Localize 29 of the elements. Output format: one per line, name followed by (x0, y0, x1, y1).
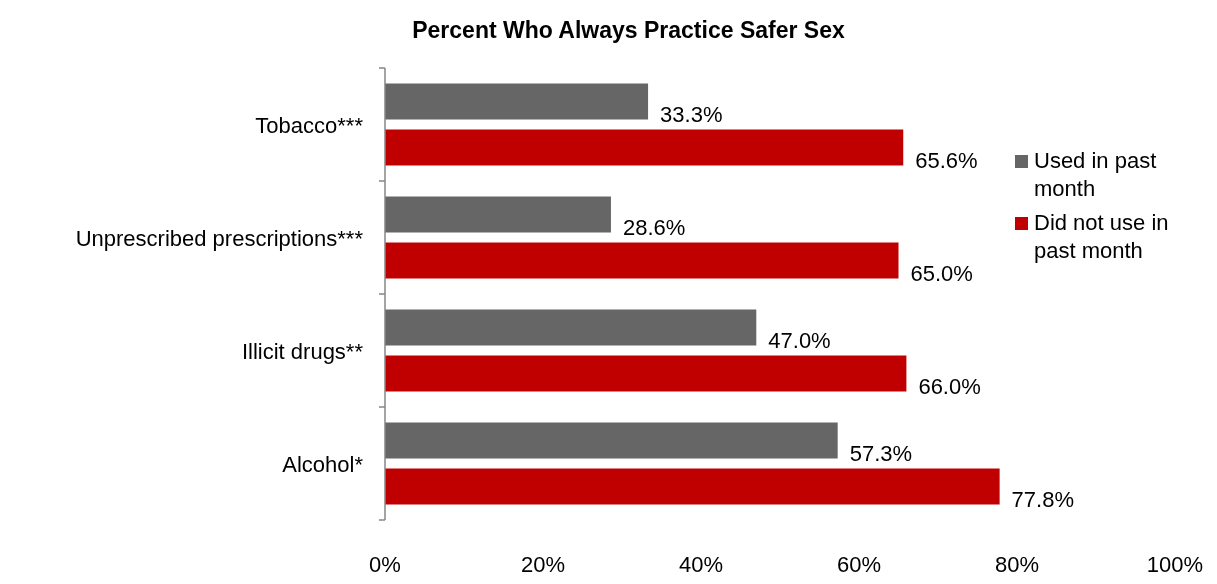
bar (385, 422, 838, 459)
data-label: 65.0% (910, 260, 973, 286)
bar (385, 242, 899, 279)
data-label: 57.3% (849, 440, 913, 466)
bar (385, 196, 611, 233)
x-tick-label: 60% (836, 552, 882, 577)
data-label: 65.6% (915, 147, 978, 173)
bar (385, 355, 907, 392)
x-tick-label: 100% (1146, 552, 1204, 577)
data-label: 66.0% (918, 373, 981, 399)
y-tick-label: Alcohol* (282, 451, 364, 477)
x-tick-label: 40% (678, 552, 724, 577)
data-label: 77.8% (1011, 486, 1075, 512)
y-tick-label: Illicit drugs** (241, 338, 364, 364)
x-tick-label: 80% (994, 552, 1040, 577)
legend-label: Used in past month (1034, 148, 1157, 201)
chart-title: Percent Who Always Practice Safer Sex (412, 17, 845, 43)
data-label: 33.3% (660, 101, 723, 127)
y-tick-label: Unprescribed prescriptions*** (75, 225, 364, 251)
x-tick-label: 0% (369, 552, 401, 577)
data-label: 28.6% (622, 214, 686, 240)
bar (385, 83, 649, 120)
x-tick-label: 20% (520, 552, 566, 577)
bar (385, 468, 1000, 505)
bar (385, 309, 757, 346)
bar (385, 129, 904, 166)
legend-label: Did not use in past month (1034, 210, 1169, 263)
data-label: 47.0% (768, 327, 831, 353)
y-tick-label: Tobacco*** (255, 112, 364, 138)
